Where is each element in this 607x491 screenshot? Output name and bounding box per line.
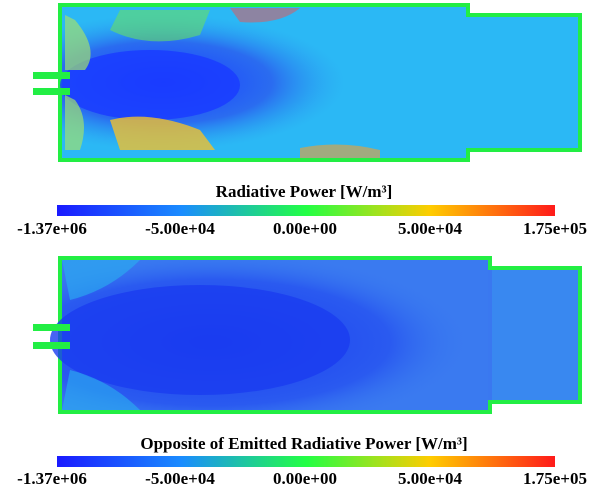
- colorbar-gradient: [57, 456, 555, 467]
- colorbar-tick: 5.00e+04: [398, 219, 462, 238]
- colorbar-tick: -1.37e+06: [17, 219, 87, 238]
- colorbar-gradient: [57, 205, 555, 216]
- colorbar-tick: 5.00e+04: [398, 469, 462, 488]
- colorbar-tick: -1.37e+06: [17, 469, 87, 488]
- colorbar-tick: 0.00e+00: [273, 219, 337, 238]
- colorbar-tick: 1.75e+05: [523, 219, 587, 238]
- colorbar-tick: 1.75e+05: [523, 469, 587, 488]
- colorbar-title: Radiative Power [W/m³]: [216, 182, 393, 201]
- colorbar-tick: -5.00e+04: [145, 469, 215, 488]
- colorbar-tick: -5.00e+04: [145, 219, 215, 238]
- colorbar-tick: 0.00e+00: [273, 469, 337, 488]
- colorbar: Radiative Power [W/m³] -1.37e+06 -5.00e+…: [17, 182, 587, 238]
- field-radiative-power: [33, 3, 582, 162]
- colorbar: Opposite of Emitted Radiative Power [W/m…: [17, 434, 587, 488]
- field-emitted-power: [33, 256, 582, 414]
- colorbar-title: Opposite of Emitted Radiative Power [W/m…: [140, 434, 467, 453]
